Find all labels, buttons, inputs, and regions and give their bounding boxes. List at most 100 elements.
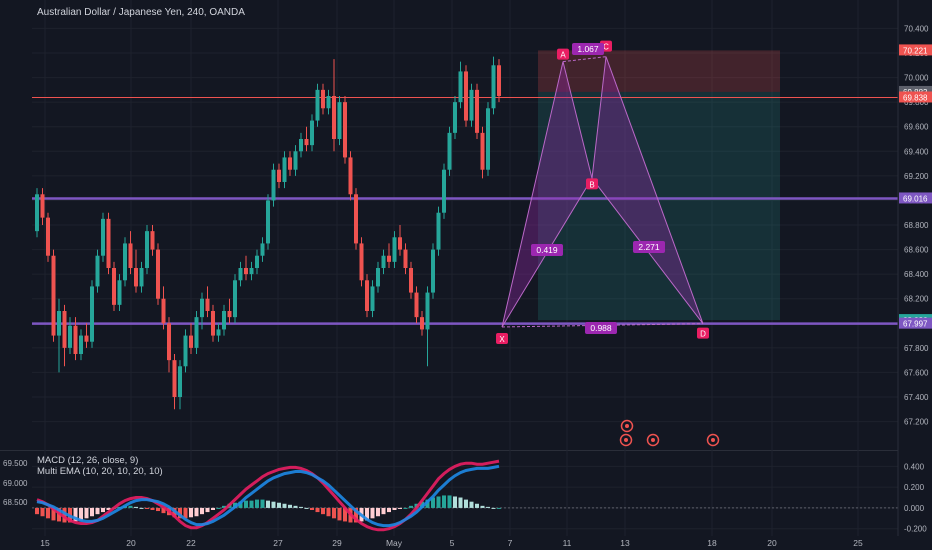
y-tick-label: 70.000 [904, 74, 929, 83]
candle [332, 59, 336, 152]
candle-body [84, 335, 89, 342]
macd-histogram-bar [310, 507, 314, 510]
x-tick-label: 29 [332, 538, 342, 548]
x-tick-label: 22 [186, 538, 196, 548]
stop-loss-zone [538, 50, 780, 92]
candle [227, 298, 232, 324]
macd-axis-bg [898, 450, 932, 550]
macd-histogram-bar [139, 507, 144, 509]
candle-body [233, 280, 237, 318]
price-chart[interactable]: X A B C D 1.067 0.419 2.271 0.988 67.200 67.400 67.… [0, 0, 932, 450]
x-tick-label: 7 [508, 538, 513, 548]
candle [161, 286, 166, 330]
pattern-point-d: D [697, 327, 709, 339]
candle-body [79, 335, 83, 354]
candle [167, 317, 171, 373]
candle-body [172, 360, 177, 397]
macd-histogram-bar [469, 501, 474, 508]
candle-body [315, 89, 320, 121]
y-tick-label: 67.400 [904, 393, 929, 402]
candle [359, 237, 364, 287]
candle-body [95, 255, 100, 287]
candle [222, 304, 226, 336]
candle-body [222, 311, 226, 330]
y-tick-label: 68.400 [904, 270, 929, 279]
dividends-icon[interactable] [619, 433, 633, 447]
candle [376, 261, 380, 293]
candle-body [167, 323, 171, 361]
x-tick-label: 5 [450, 538, 455, 548]
candle-body [332, 96, 336, 139]
candle-body [205, 298, 210, 311]
candle [101, 212, 105, 262]
candle-body [293, 151, 298, 170]
event-dot [625, 424, 629, 428]
candle-body [464, 71, 468, 121]
price-badge-bg [899, 91, 932, 103]
candle-body [238, 268, 243, 281]
candle [414, 286, 419, 324]
macd-histogram-bar [381, 507, 386, 515]
candle-body [134, 268, 138, 287]
pattern-point-a: A [557, 48, 569, 60]
macd-histogram-bar [145, 507, 149, 509]
macd-histogram-bar [35, 507, 39, 515]
ema-left-tick: 68.500 [3, 498, 28, 507]
candle-body [139, 268, 144, 287]
macd-y-tick: 0.400 [904, 462, 925, 471]
price-badge: 69.016 [899, 192, 932, 204]
candle [260, 237, 265, 262]
x-tick-label: 13 [620, 538, 630, 548]
macd-histogram-bar [178, 507, 182, 519]
price-axis-bg [898, 0, 932, 450]
pattern-point-x: X [496, 332, 508, 344]
ema-label[interactable]: Multi EMA (10, 20, 10, 20, 10) [37, 466, 163, 477]
candle-body [491, 65, 496, 109]
macd-histogram-bar [266, 500, 270, 508]
candle [35, 188, 39, 238]
macd-histogram-bar [447, 495, 452, 508]
dividends-icon[interactable] [646, 433, 660, 447]
candle [403, 243, 408, 275]
candle-body [216, 329, 221, 336]
macd-label[interactable]: MACD (12, 26, close, 9) [37, 455, 139, 466]
macd-histogram-bar [431, 497, 435, 508]
macd-histogram-bar [343, 507, 347, 522]
macd-histogram-bar [277, 502, 281, 508]
ratio-badge [531, 244, 563, 256]
x-tick-label: May [386, 538, 403, 548]
candle [370, 280, 375, 318]
candle [106, 212, 111, 275]
y-tick-label: 69.800 [904, 98, 929, 107]
symbol-title[interactable]: Australian Dollar / Japanese Yen, 240, O… [37, 7, 245, 18]
ratio-badge [633, 241, 665, 253]
candle [68, 317, 72, 354]
ema-left-tick: 69.500 [3, 459, 28, 468]
candle-body [106, 218, 111, 268]
earnings-icon[interactable] [620, 419, 634, 433]
macd-histogram-bar [282, 503, 287, 508]
split-icon[interactable] [706, 433, 720, 447]
candle [112, 261, 116, 311]
candle [40, 188, 45, 225]
x-tick-label: 25 [853, 538, 863, 548]
candle [425, 286, 430, 367]
macd-histogram-bar [271, 501, 276, 508]
candle [436, 206, 441, 256]
macd-histogram-bar [205, 507, 210, 513]
candle [469, 83, 474, 127]
ratio-label: 1.067 [572, 43, 604, 55]
candle [189, 323, 193, 354]
candle-body [145, 231, 149, 268]
candle [249, 261, 254, 281]
candle-body [299, 139, 303, 152]
candle-body [271, 169, 276, 201]
candle-body [392, 237, 397, 262]
event-dot [711, 438, 715, 442]
macd-pane[interactable]: 69.500 69.000 68.500 0.400 0.200 0.000 -0.200 1… [0, 450, 932, 550]
candle [486, 102, 490, 176]
x-tick-label: 11 [563, 538, 572, 548]
ratio-text: 2.271 [638, 242, 660, 252]
candle [277, 163, 281, 189]
macd-histogram-bar [156, 507, 160, 512]
